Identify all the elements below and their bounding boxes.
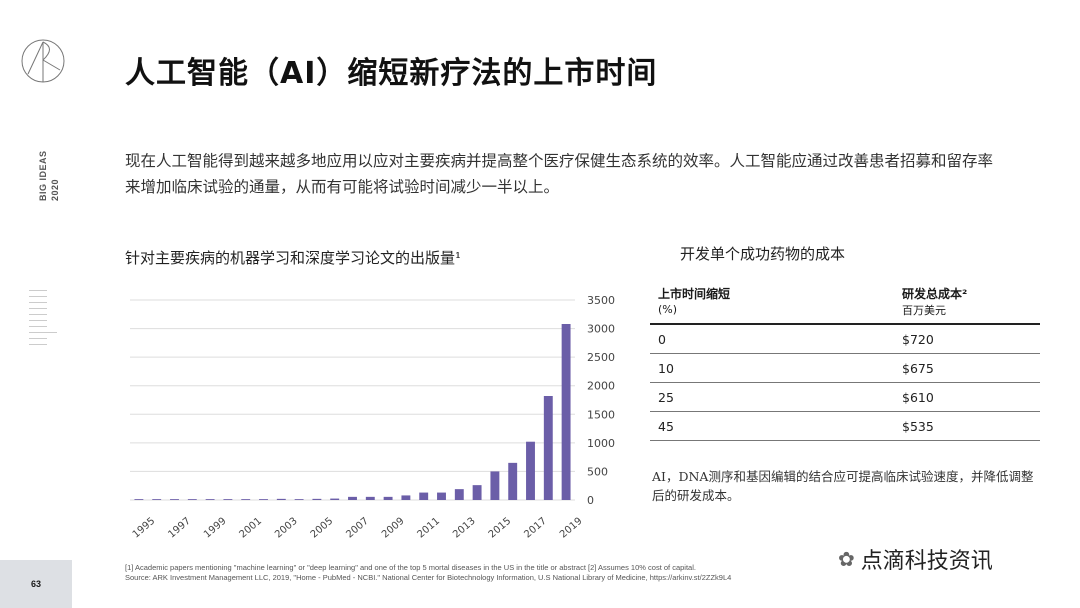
bar-2008 [365,496,375,500]
y-tick-label: 3500 [587,294,615,307]
x-tick-label: 2001 [238,516,265,540]
cost-table: 上市时间缩短 (%) 研发总成本² 百万美元 0 $720 10 $675 25 $610 45… [650,285,1040,441]
table-title: 开发单个成功药物的成本 [680,245,846,263]
col1-unit: (%) [658,303,678,316]
bar-2000 [223,499,233,500]
table-row: 25 $610 [650,383,1040,412]
footnotes: [1] Academic papers mentioning "machine … [125,563,731,583]
bar-2019 [561,324,571,500]
pct-cell: 25 [658,389,674,405]
x-tick-label: 2011 [416,516,443,540]
intro-text: 现在人工智能得到越来越多地应用以应对主要疾病并提高整个医疗保健生态系统的效率。人… [125,152,994,196]
chart-title: 针对主要疾病的机器学习和深度学习论文的出版量¹ [125,249,462,267]
bar-2017 [526,441,535,500]
brand-label: BIG IDEAS 2020 [34,135,64,205]
bar-2007 [348,496,357,500]
x-tick-label: 2019 [558,516,585,540]
bar-2002 [259,499,268,500]
y-tick-label: 500 [587,465,608,478]
cost-cell: $675 [902,360,934,376]
bar-2005 [312,498,322,500]
x-tick-label: 1999 [202,516,229,540]
bar-2016 [508,462,518,500]
cost-cell: $535 [902,418,934,434]
bar-2015 [490,471,500,500]
bar-2006 [330,498,340,500]
footnote-1: [1] Academic papers mentioning "machine … [125,563,696,572]
table-header: 上市时间缩短 (%) 研发总成本² 百万美元 [650,285,1040,325]
x-tick-label: 2015 [487,516,514,540]
wechat-icon: ✿ [838,547,855,571]
pct-cell: 45 [658,418,674,434]
ark-logo [21,39,65,83]
x-tick-label: 2003 [273,516,300,540]
x-tick-label: 2013 [451,516,478,540]
bar-1997 [170,499,179,500]
bar-1995 [134,499,144,500]
y-tick-label: 1500 [587,408,615,421]
bar-2001 [241,499,251,500]
footnote-source: Source: ARK Investment Management LLC, 2… [125,573,732,582]
table-row: 10 $675 [650,354,1040,383]
publications-bar-chart: 0 500 1000 1500 2000 2500 3000 3500 1995 1997 1999… [130,294,615,540]
watermark-text: 点滴科技资讯 [860,549,993,574]
bar-2014 [472,485,482,500]
y-tick-label: 3000 [587,323,615,336]
x-tick-label: 2007 [344,516,371,540]
y-tick-label: 2500 [587,351,615,364]
y-tick-label: 2000 [587,380,615,393]
bar-2010 [401,495,411,500]
brand-line1: BIG IDEAS [38,150,48,201]
x-tick-label: 2017 [522,516,549,540]
bar-2018 [543,396,553,500]
bar-1999 [205,499,215,500]
bar-1998 [187,499,197,500]
bar-2013 [454,489,464,500]
bar-2012 [437,492,446,500]
bar-2004 [294,499,304,500]
x-tick-label: 1995 [131,516,158,540]
table-row: 45 $535 [650,412,1040,441]
brand-line2: 2020 [50,178,60,201]
pct-cell: 0 [658,331,666,347]
cost-cell: $720 [902,331,934,347]
bar-2011 [419,492,429,500]
bar-2009 [383,496,393,500]
page-title: 人工智能（AI）缩短新疗法的上市时间 [125,56,658,91]
pct-cell: 10 [658,360,674,376]
cost-cell: $610 [902,389,934,405]
col2-header: 研发总成本² [902,287,968,301]
x-tick-label: 1997 [166,516,193,540]
progress-ruler [29,290,57,350]
x-tick-label: 2005 [309,516,336,540]
bar-1996 [152,499,162,500]
bar-2003 [276,498,286,500]
table-note: AI，DNA测序和基因编辑的结合应可提高临床试验速度，并降低调整后的研发成本。 [652,469,1034,503]
page-number: 63 [0,560,72,608]
col2-unit: 百万美元 [902,304,946,317]
y-tick-label: 0 [587,494,594,507]
col1-header: 上市时间缩短 [658,287,731,301]
y-tick-label: 1000 [587,437,615,450]
x-tick-label: 2009 [380,516,407,540]
watermark: ✿ 点滴科技资讯 [838,543,993,575]
table-row: 0 $720 [650,325,1040,354]
